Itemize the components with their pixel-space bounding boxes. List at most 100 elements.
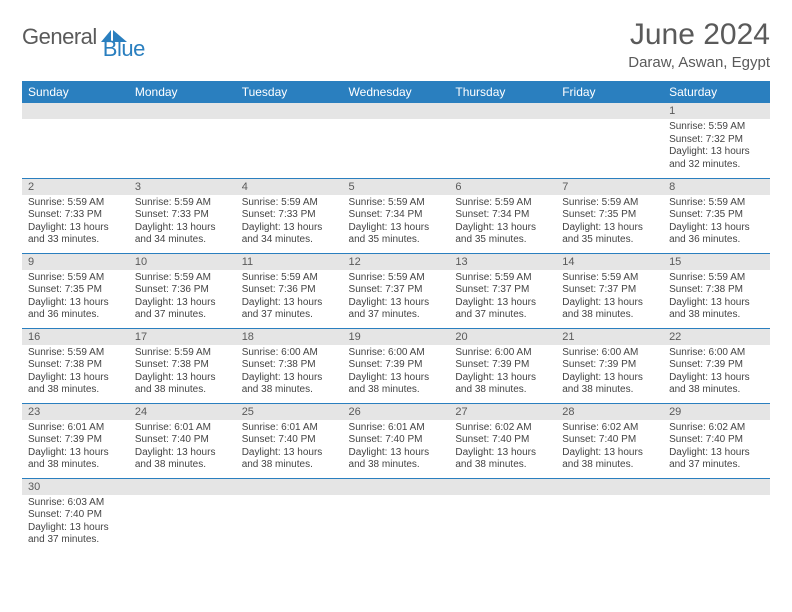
daylight-text: Daylight: 13 hours and 38 minutes. [669, 372, 764, 397]
calendar-cell: 25Sunrise: 6:01 AMSunset: 7:40 PMDayligh… [236, 403, 343, 478]
daylight-text: Daylight: 13 hours and 38 minutes. [349, 372, 444, 397]
day-body: Sunrise: 5:59 AMSunset: 7:33 PMDaylight:… [129, 195, 236, 251]
daylight-text: Daylight: 13 hours and 36 minutes. [28, 297, 123, 322]
calendar-cell: 26Sunrise: 6:01 AMSunset: 7:40 PMDayligh… [343, 403, 450, 478]
sunset-text: Sunset: 7:40 PM [562, 434, 657, 447]
day-body: Sunrise: 5:59 AMSunset: 7:35 PMDaylight:… [663, 195, 770, 251]
calendar-cell [129, 478, 236, 553]
day-body: Sunrise: 5:59 AMSunset: 7:32 PMDaylight:… [663, 119, 770, 175]
calendar-cell: 2Sunrise: 5:59 AMSunset: 7:33 PMDaylight… [22, 178, 129, 253]
daylight-text: Daylight: 13 hours and 38 minutes. [28, 372, 123, 397]
sunset-text: Sunset: 7:39 PM [349, 359, 444, 372]
calendar-week: 9Sunrise: 5:59 AMSunset: 7:35 PMDaylight… [22, 253, 770, 328]
day-body: Sunrise: 6:01 AMSunset: 7:39 PMDaylight:… [22, 420, 129, 476]
day-number: 8 [663, 179, 770, 195]
day-body: Sunrise: 6:00 AMSunset: 7:39 PMDaylight:… [663, 345, 770, 401]
sunset-text: Sunset: 7:33 PM [135, 209, 230, 222]
daylight-text: Daylight: 13 hours and 38 minutes. [669, 297, 764, 322]
day-number [449, 103, 556, 119]
day-body: Sunrise: 5:59 AMSunset: 7:36 PMDaylight:… [236, 270, 343, 326]
day-body: Sunrise: 6:03 AMSunset: 7:40 PMDaylight:… [22, 495, 129, 551]
daylight-text: Daylight: 13 hours and 38 minutes. [455, 447, 550, 472]
calendar-cell: 19Sunrise: 6:00 AMSunset: 7:39 PMDayligh… [343, 328, 450, 403]
calendar-cell: 29Sunrise: 6:02 AMSunset: 7:40 PMDayligh… [663, 403, 770, 478]
day-number: 3 [129, 179, 236, 195]
sunset-text: Sunset: 7:34 PM [455, 209, 550, 222]
day-number: 6 [449, 179, 556, 195]
day-number: 2 [22, 179, 129, 195]
calendar-week: 2Sunrise: 5:59 AMSunset: 7:33 PMDaylight… [22, 178, 770, 253]
day-number [236, 479, 343, 495]
daylight-text: Daylight: 13 hours and 37 minutes. [28, 522, 123, 547]
calendar-cell: 21Sunrise: 6:00 AMSunset: 7:39 PMDayligh… [556, 328, 663, 403]
day-number: 12 [343, 254, 450, 270]
sunrise-text: Sunrise: 5:59 AM [562, 197, 657, 210]
calendar-week: 1Sunrise: 5:59 AMSunset: 7:32 PMDaylight… [22, 103, 770, 178]
sunrise-text: Sunrise: 6:00 AM [242, 347, 337, 360]
day-body: Sunrise: 5:59 AMSunset: 7:37 PMDaylight:… [343, 270, 450, 326]
sunrise-text: Sunrise: 5:59 AM [28, 347, 123, 360]
calendar-cell: 28Sunrise: 6:02 AMSunset: 7:40 PMDayligh… [556, 403, 663, 478]
calendar-cell: 6 Sunrise: 5:59 AMSunset: 7:34 PMDaylight… [449, 178, 556, 253]
day-number: 18 [236, 329, 343, 345]
day-header: Saturday [663, 81, 770, 103]
calendar-week: 16Sunrise: 5:59 AMSunset: 7:38 PMDayligh… [22, 328, 770, 403]
day-body: Sunrise: 6:00 AMSunset: 7:39 PMDaylight:… [449, 345, 556, 401]
day-header: Wednesday [343, 81, 450, 103]
sunset-text: Sunset: 7:38 PM [135, 359, 230, 372]
sunset-text: Sunset: 7:33 PM [28, 209, 123, 222]
day-number: 19 [343, 329, 450, 345]
sunset-text: Sunset: 7:39 PM [28, 434, 123, 447]
day-body: Sunrise: 5:59 AMSunset: 7:38 PMDaylight:… [663, 270, 770, 326]
sunset-text: Sunset: 7:40 PM [28, 509, 123, 522]
day-number [343, 479, 450, 495]
day-body: Sunrise: 6:01 AMSunset: 7:40 PMDaylight:… [129, 420, 236, 476]
calendar-cell: 20Sunrise: 6:00 AMSunset: 7:39 PMDayligh… [449, 328, 556, 403]
daylight-text: Daylight: 13 hours and 38 minutes. [242, 447, 337, 472]
sunrise-text: Sunrise: 5:59 AM [135, 197, 230, 210]
day-number: 5 [343, 179, 450, 195]
calendar-cell [449, 103, 556, 178]
daylight-text: Daylight: 13 hours and 38 minutes. [135, 372, 230, 397]
location: Daraw, Aswan, Egypt [628, 54, 770, 71]
sunrise-text: Sunrise: 5:59 AM [669, 197, 764, 210]
sunrise-text: Sunrise: 5:59 AM [349, 272, 444, 285]
daylight-text: Daylight: 13 hours and 35 minutes. [455, 222, 550, 247]
day-number: 4 [236, 179, 343, 195]
day-body: Sunrise: 6:00 AMSunset: 7:39 PMDaylight:… [343, 345, 450, 401]
sunset-text: Sunset: 7:38 PM [669, 284, 764, 297]
daylight-text: Daylight: 13 hours and 32 minutes. [669, 146, 764, 171]
calendar-cell: 11Sunrise: 5:59 AMSunset: 7:36 PMDayligh… [236, 253, 343, 328]
day-number [129, 103, 236, 119]
day-body: Sunrise: 5:59 AMSunset: 7:35 PMDaylight:… [22, 270, 129, 326]
logo-text-general: General [22, 24, 97, 50]
day-header: Thursday [449, 81, 556, 103]
day-header: Monday [129, 81, 236, 103]
day-body: Sunrise: 5:59 AMSunset: 7:34 PMDaylight:… [343, 195, 450, 251]
calendar-cell [556, 478, 663, 553]
day-body: Sunrise: 6:02 AMSunset: 7:40 PMDaylight:… [663, 420, 770, 476]
sunrise-text: Sunrise: 6:02 AM [455, 422, 550, 435]
daylight-text: Daylight: 13 hours and 38 minutes. [242, 372, 337, 397]
sunrise-text: Sunrise: 5:59 AM [455, 197, 550, 210]
day-number: 1 [663, 103, 770, 119]
calendar-cell: 23Sunrise: 6:01 AMSunset: 7:39 PMDayligh… [22, 403, 129, 478]
header: General Blue June 2024 Daraw, Aswan, Egy… [22, 18, 770, 71]
sunrise-text: Sunrise: 5:59 AM [28, 197, 123, 210]
day-number: 29 [663, 404, 770, 420]
sunrise-text: Sunrise: 5:59 AM [669, 121, 764, 134]
day-number: 7 [556, 179, 663, 195]
day-number [556, 103, 663, 119]
day-body: Sunrise: 5:59 AMSunset: 7:38 PMDaylight:… [22, 345, 129, 401]
sunset-text: Sunset: 7:40 PM [349, 434, 444, 447]
daylight-text: Daylight: 13 hours and 35 minutes. [349, 222, 444, 247]
sunrise-text: Sunrise: 5:59 AM [562, 272, 657, 285]
calendar-cell [663, 478, 770, 553]
day-body: Sunrise: 6:00 AMSunset: 7:38 PMDaylight:… [236, 345, 343, 401]
daylight-text: Daylight: 13 hours and 36 minutes. [669, 222, 764, 247]
day-body: Sunrise: 5:59 AMSunset: 7:38 PMDaylight:… [129, 345, 236, 401]
day-number [22, 103, 129, 119]
daylight-text: Daylight: 13 hours and 37 minutes. [349, 297, 444, 322]
sunset-text: Sunset: 7:35 PM [562, 209, 657, 222]
day-body: Sunrise: 5:59 AMSunset: 7:37 PMDaylight:… [556, 270, 663, 326]
